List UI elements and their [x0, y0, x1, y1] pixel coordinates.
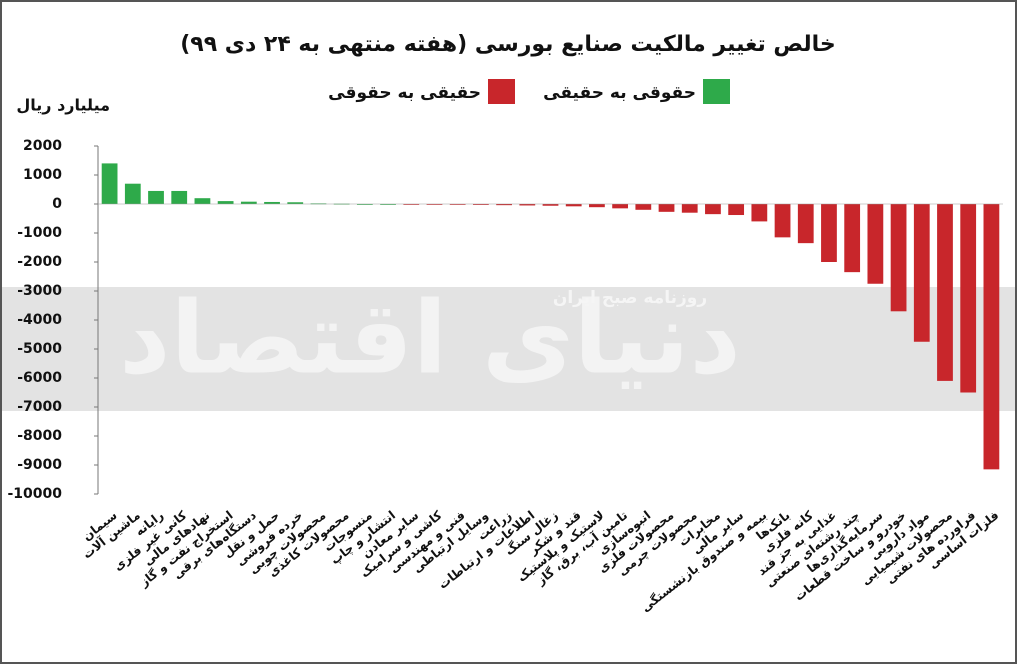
y-tick-label: -6000	[17, 370, 62, 386]
legend-label: حقیقی به حقوقی	[328, 83, 481, 103]
y-axis-label: میلیارد ریال	[16, 96, 110, 115]
bar	[264, 201, 280, 204]
bar	[937, 204, 953, 381]
bar	[194, 198, 211, 204]
y-tick-label: -9000	[17, 457, 62, 473]
y-tick-label: -1000	[17, 225, 62, 241]
bar	[774, 204, 791, 238]
bar	[867, 204, 884, 284]
bar	[960, 204, 977, 393]
bar	[589, 204, 605, 208]
legend-label: حقوقی به حقیقی	[543, 83, 696, 103]
bar	[101, 163, 118, 204]
legend-swatch	[703, 79, 730, 104]
y-tick-label: -5000	[17, 341, 62, 357]
bar	[635, 204, 652, 210]
bar	[449, 204, 466, 205]
y-tick-label: 2000	[23, 138, 62, 154]
bar	[797, 204, 814, 244]
bar	[681, 204, 698, 213]
bar	[496, 204, 512, 206]
bar	[472, 204, 489, 205]
legend: حقوقی به حقیقی حقیقی به حقوقی	[328, 79, 730, 104]
bar	[705, 204, 721, 215]
bar	[217, 201, 234, 204]
watermark-band	[2, 287, 1015, 411]
bar	[426, 204, 443, 205]
y-tick-label: -2000	[17, 254, 62, 270]
bar	[913, 204, 930, 342]
y-tick-label: -7000	[17, 399, 62, 415]
chart-title: خالص تغییر مالکیت صنایع بورسی (هفته منته…	[180, 32, 836, 57]
watermark: دنیای اقتصاد	[119, 279, 741, 396]
bar	[612, 204, 629, 209]
bar	[658, 204, 675, 212]
bar	[890, 204, 907, 312]
watermark: روزنامه صبح ایران	[553, 288, 707, 308]
bar	[751, 204, 768, 222]
bar	[171, 190, 188, 204]
bar	[728, 204, 745, 216]
bar	[565, 204, 582, 207]
y-tick-label: -10000	[7, 486, 62, 502]
bar	[287, 202, 304, 204]
bar	[380, 204, 396, 205]
bar	[519, 204, 536, 206]
bar	[240, 201, 257, 204]
bar	[356, 204, 373, 205]
y-tick-label: 1000	[23, 167, 62, 183]
y-tick-label: -3000	[17, 283, 62, 299]
bar	[148, 190, 164, 204]
bar	[844, 204, 861, 273]
bar	[821, 204, 837, 262]
bar	[403, 204, 420, 205]
y-tick-label: -8000	[17, 428, 62, 444]
bar	[983, 204, 1000, 470]
y-tick-label: -4000	[17, 312, 62, 328]
bar	[124, 183, 141, 204]
y-tick-label: 0	[52, 196, 62, 212]
bar	[542, 204, 559, 206]
legend-swatch	[488, 79, 515, 104]
